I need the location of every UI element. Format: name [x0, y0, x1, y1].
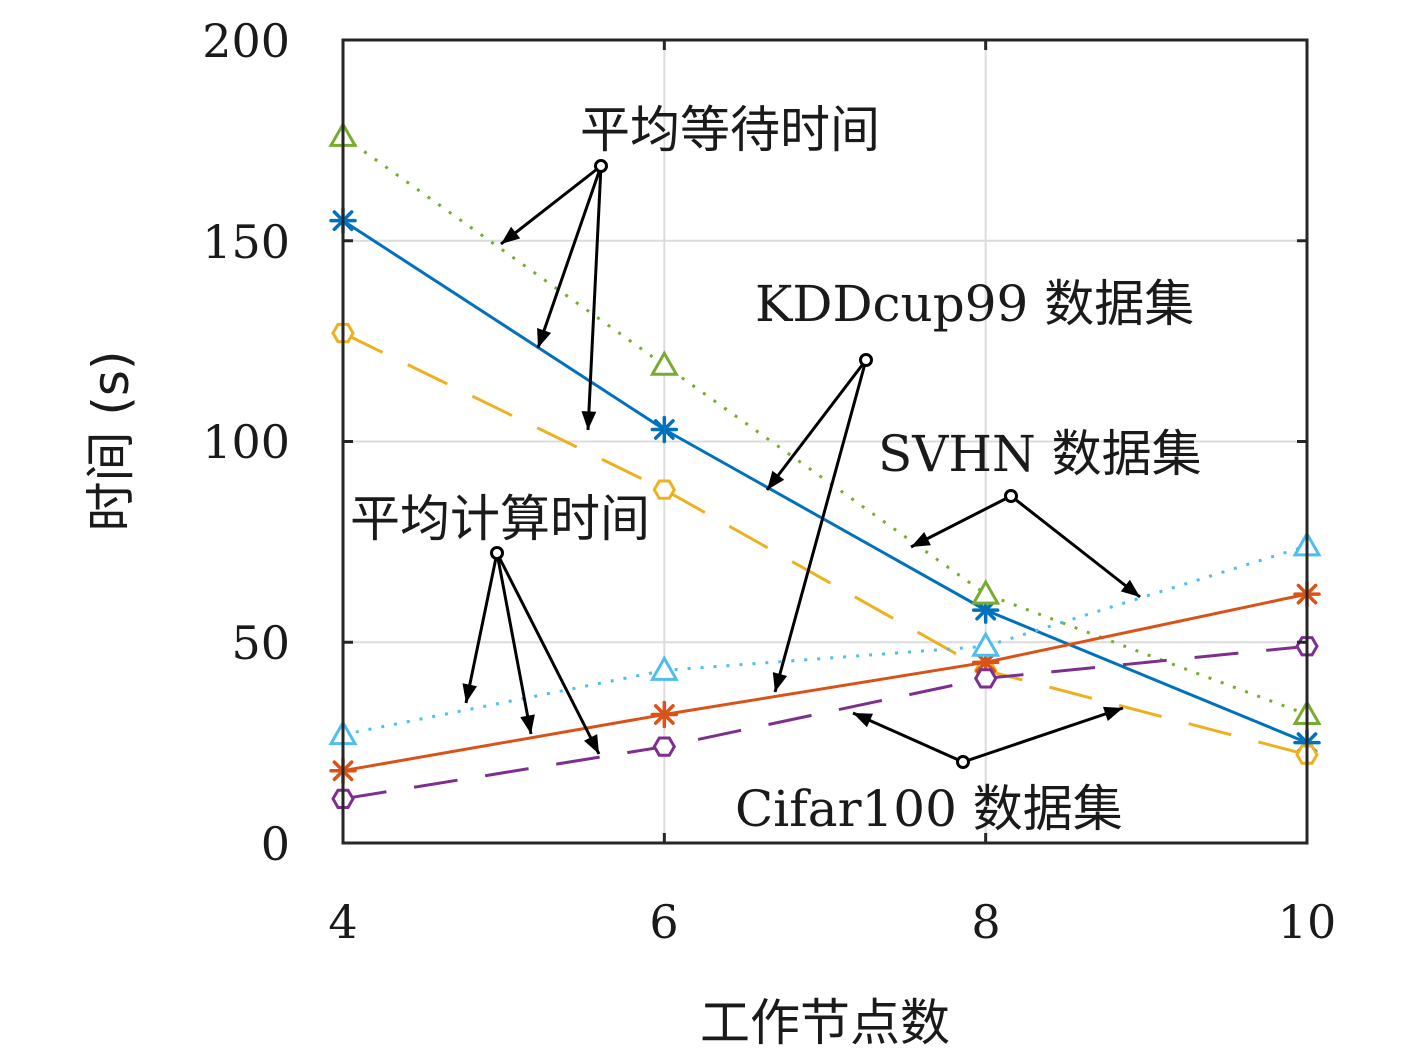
data-point-triangle [649, 655, 679, 681]
y-tick-label: 50 [231, 616, 290, 670]
annotation-arrowhead [1120, 579, 1140, 597]
annotation-arrow [910, 494, 1012, 549]
x-tick-label: 4 [328, 895, 357, 949]
y-tick-label: 200 [202, 14, 290, 68]
annotation-arrowhead [853, 713, 873, 728]
annotation-arrowhead [584, 734, 599, 754]
annotation-arrow [852, 711, 964, 764]
data-point-hexagon [973, 668, 998, 689]
series-line [342, 219, 1308, 744]
annotation-arrowhead [520, 714, 535, 734]
data-point-asterisk [650, 700, 679, 729]
annotation-arrow [1010, 494, 1141, 599]
annotation-arrow [765, 359, 868, 491]
annotation-arrowhead [462, 683, 477, 703]
annotation-compute-time: 平均计算时间 [350, 490, 650, 548]
data-point-asterisk [650, 415, 679, 444]
axis-ticks [341, 38, 1309, 845]
annotation-anchor [594, 159, 608, 173]
series-2 [328, 121, 1322, 726]
annotation-arrowhead [501, 226, 521, 244]
annotation-anchor [490, 546, 504, 560]
annotation-arrow [586, 165, 603, 431]
data-point-hexagon [652, 479, 677, 500]
data-point-triangle [971, 631, 1001, 657]
series-line [342, 135, 1308, 716]
annotation-kddcup99: KDDcup99 数据集 [755, 275, 1194, 333]
y-axis-title: 时间 (s) [82, 351, 140, 532]
annotation-anchor [956, 755, 970, 769]
annotation-cifar100: Cifar100 数据集 [735, 780, 1123, 838]
x-tick-label: 6 [649, 895, 678, 949]
annotation-arrow [773, 359, 868, 693]
y-tick-label: 100 [202, 415, 290, 469]
annotation-arrow [962, 706, 1124, 764]
x-axis-title: 工作节点数 [700, 994, 950, 1052]
series-line [342, 592, 1308, 773]
annotation-arrowhead [581, 411, 597, 430]
series-line [342, 644, 1308, 801]
data-point-hexagon [652, 736, 677, 757]
annotation-arrow [495, 552, 601, 755]
x-tick-label: 10 [1278, 895, 1337, 949]
annotation-anchor [1004, 489, 1018, 503]
data-point-triangle [971, 579, 1001, 605]
series-line [342, 331, 1308, 757]
annotation-arrowhead [1103, 706, 1123, 721]
annotation-arrow [495, 552, 533, 735]
annotation-arrows [462, 159, 1141, 769]
annotation-svhn: SVHN 数据集 [878, 425, 1202, 483]
y-tick-label: 0 [261, 817, 290, 871]
annotation-anchor [859, 353, 873, 367]
annotation-arrowhead [772, 672, 788, 692]
annotation-arrow [464, 552, 499, 704]
annotation-arrow [500, 164, 602, 246]
annotation-arrowhead [767, 470, 785, 490]
x-tick-label: 8 [971, 895, 1000, 949]
annotation-wait-time: 平均等待时间 [580, 101, 880, 159]
data-point-triangle [649, 350, 679, 376]
annotation-arrowhead [537, 328, 552, 348]
y-tick-label: 150 [202, 215, 290, 269]
annotation-arrow [536, 165, 603, 349]
annotation-arrowhead [911, 532, 931, 547]
